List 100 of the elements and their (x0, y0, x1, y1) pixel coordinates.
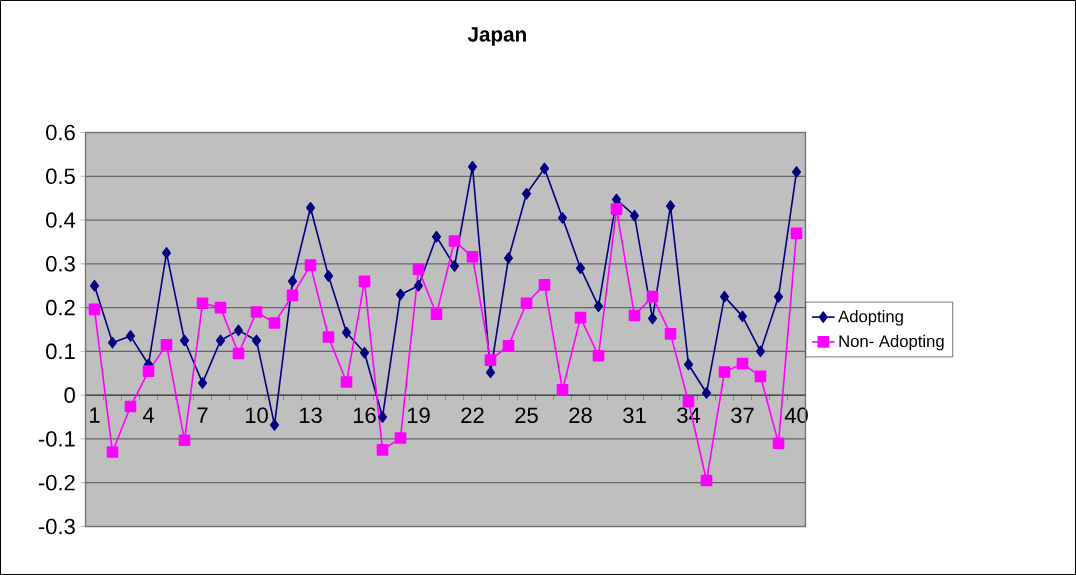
point (610, 203, 623, 215)
point (466, 251, 479, 263)
y-tick-label: 0 (64, 387, 75, 403)
point (737, 310, 748, 323)
point (485, 366, 496, 379)
point (448, 235, 461, 247)
point (233, 324, 244, 337)
point (359, 346, 370, 359)
point (628, 309, 641, 322)
point (683, 358, 694, 371)
point (161, 247, 172, 259)
point (647, 312, 658, 325)
point (646, 290, 659, 303)
y-tick-label: -0.1 (38, 431, 75, 447)
point (394, 432, 407, 444)
y-tick-label: 0.6 (46, 124, 75, 141)
x-tick-label: 31 (623, 407, 646, 424)
point (160, 339, 173, 351)
point (718, 366, 731, 378)
x-tick-label: 13 (299, 407, 322, 424)
point (412, 263, 425, 275)
x-tick-label: 10 (245, 407, 268, 424)
point (214, 301, 227, 314)
point (107, 336, 118, 349)
point (772, 437, 785, 450)
x-tick-label: 7 (197, 407, 208, 423)
legend-label: Non- Adopting (839, 334, 944, 351)
point (179, 334, 190, 347)
point (376, 444, 389, 456)
point (431, 230, 442, 243)
y-tick-label: 0.3 (46, 256, 75, 272)
point (340, 376, 353, 388)
point (413, 279, 424, 292)
point (521, 187, 532, 200)
point (538, 279, 551, 291)
point (250, 306, 263, 318)
point (322, 331, 335, 343)
point (736, 357, 749, 370)
point (790, 227, 803, 239)
y-tick-label: -0.2 (38, 474, 75, 491)
point (574, 311, 587, 324)
x-tick-label: 1 (90, 407, 100, 423)
point (556, 384, 569, 396)
point (503, 252, 514, 264)
point (719, 290, 730, 303)
point (700, 474, 713, 487)
point (377, 411, 388, 423)
point (395, 288, 406, 301)
point (125, 330, 136, 342)
point (287, 275, 298, 288)
y-tick-label: 0.5 (46, 168, 75, 185)
point (682, 395, 695, 408)
chart-title: Japan (467, 27, 526, 46)
point (791, 166, 802, 178)
point (539, 162, 550, 175)
x-tick-label: 37 (731, 407, 754, 424)
point (575, 262, 586, 275)
point (754, 370, 767, 383)
point (106, 446, 119, 458)
point (124, 400, 137, 413)
point (268, 317, 281, 329)
point (701, 387, 712, 399)
point (773, 290, 784, 303)
point (557, 212, 568, 224)
point (502, 339, 515, 352)
point (178, 434, 191, 447)
y-tick-label: 0.2 (46, 299, 75, 316)
point (467, 160, 478, 173)
point (286, 289, 299, 302)
x-tick-label: 40 (784, 407, 808, 424)
point (269, 419, 280, 431)
point (629, 209, 640, 222)
x-tick-label: 25 (515, 407, 538, 424)
point (520, 297, 533, 310)
point (430, 308, 443, 320)
x-tick-label: 4 (142, 407, 154, 423)
point (323, 270, 334, 282)
point (664, 328, 677, 340)
point (304, 259, 317, 271)
legend-label: Adopting (838, 310, 903, 326)
x-tick-label: 19 (407, 407, 430, 424)
point (358, 275, 371, 288)
point (665, 200, 676, 212)
point (215, 334, 226, 347)
x-tick-label: 16 (353, 407, 376, 424)
y-tick-label: 0.1 (46, 343, 75, 360)
point (142, 365, 155, 377)
y-tick-label: -0.3 (38, 518, 75, 535)
point (449, 260, 460, 272)
point (197, 377, 208, 389)
point (196, 297, 209, 310)
point (88, 303, 101, 316)
point (484, 354, 497, 366)
point (592, 349, 605, 362)
x-tick-label: 22 (461, 407, 484, 423)
x-tick-label: 28 (569, 407, 592, 424)
point (232, 347, 245, 360)
point (341, 326, 352, 339)
point (89, 279, 100, 292)
point (251, 334, 262, 347)
